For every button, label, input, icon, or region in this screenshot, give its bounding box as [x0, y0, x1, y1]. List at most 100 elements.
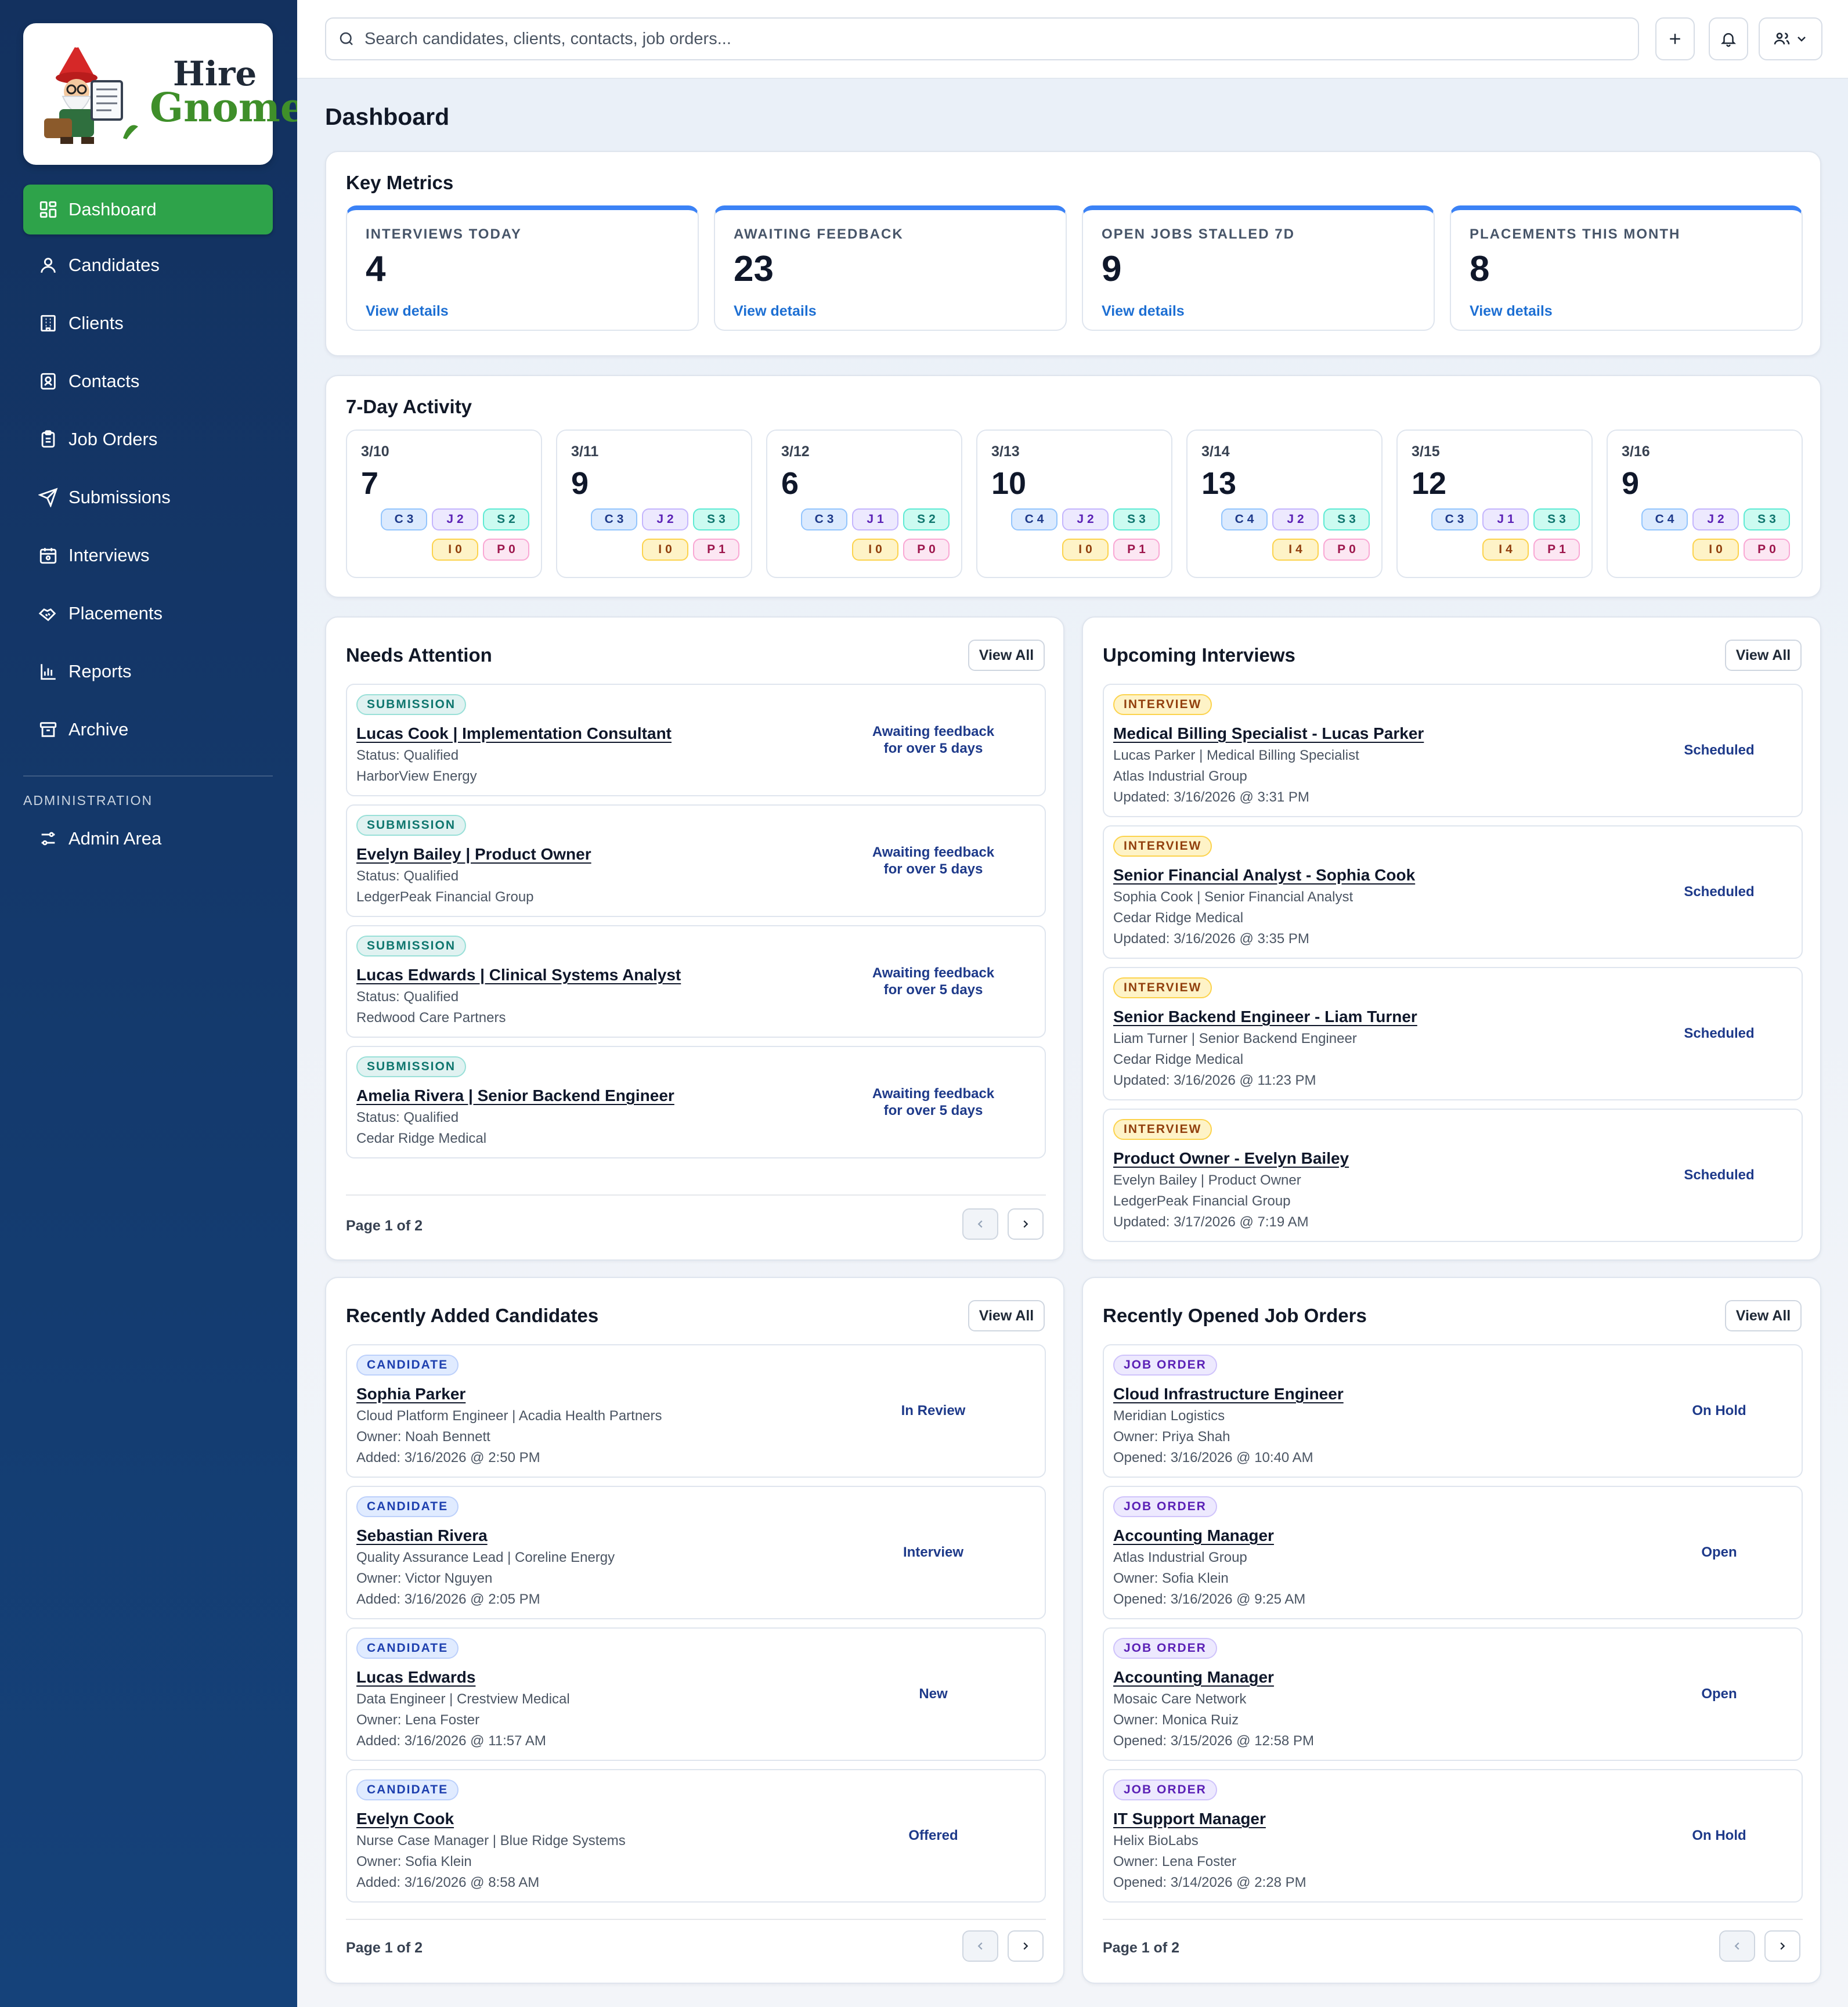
attention-item[interactable]: SUBMISSION Evelyn Bailey | Product Owner…	[346, 804, 1046, 917]
item-alert-status: Awaiting feedback for over 5 days	[872, 1086, 995, 1118]
candidates-chip: C3	[381, 508, 427, 530]
candidate-item[interactable]: CANDIDATE Lucas Edwards Data Engineer | …	[346, 1627, 1046, 1761]
candidate-item[interactable]: CANDIDATE Sophia Parker Cloud Platform E…	[346, 1344, 1046, 1478]
prev-page-button[interactable]	[962, 1208, 998, 1240]
item-status: Status: Qualified	[356, 748, 459, 763]
item-title-link[interactable]: Accounting Manager	[1113, 1526, 1274, 1544]
interview-item[interactable]: INTERVIEW Senior Backend Engineer - Liam…	[1103, 967, 1803, 1100]
day-date: 3/15	[1412, 443, 1440, 460]
key-metrics-panel: Key Metrics INTERVIEWS TODAY 4 View deta…	[325, 151, 1821, 356]
jobs-chip: J1	[852, 508, 898, 530]
interview-item[interactable]: INTERVIEW Product Owner - Evelyn Bailey …	[1103, 1109, 1803, 1242]
job-order-item[interactable]: JOB ORDER IT Support Manager Helix BioLa…	[1103, 1769, 1803, 1903]
chevron-down-icon	[1798, 37, 1806, 42]
metric-label: AWAITING FEEDBACK	[734, 226, 904, 242]
notifications-button[interactable]	[1709, 17, 1748, 60]
item-title-link[interactable]: IT Support Manager	[1113, 1810, 1266, 1828]
job-order-item[interactable]: JOB ORDER Accounting Manager Mosaic Care…	[1103, 1627, 1803, 1761]
candidates-chip: C3	[1431, 508, 1478, 530]
item-candidate-role: Sophia Cook | Senior Financial Analyst	[1113, 889, 1353, 905]
interview-item[interactable]: INTERVIEW Senior Financial Analyst - Sop…	[1103, 825, 1803, 959]
sidebar-item-clients[interactable]: Clients	[23, 298, 273, 348]
metric-card-placements-month[interactable]: PLACEMENTS THIS MONTH 8 View details	[1450, 205, 1803, 331]
sidebar-item-placements[interactable]: Placements	[23, 589, 273, 638]
sidebar-item-dashboard[interactable]: Dashboard	[23, 185, 273, 234]
prev-page-button[interactable]	[1719, 1930, 1755, 1962]
view-all-button[interactable]: View All	[968, 1300, 1045, 1331]
user-menu-button[interactable]	[1759, 17, 1822, 60]
sidebar-item-label: Job Orders	[68, 429, 158, 449]
item-title-link[interactable]: Evelyn Bailey | Product Owner	[356, 845, 591, 863]
view-details-link[interactable]: View details	[734, 303, 817, 319]
sidebar-item-contacts[interactable]: Contacts	[23, 356, 273, 406]
type-badge: CANDIDATE	[356, 1638, 459, 1659]
item-added: Added: 3/16/2026 @ 11:57 AM	[356, 1733, 546, 1749]
candidate-item[interactable]: CANDIDATE Sebastian Rivera Quality Assur…	[346, 1486, 1046, 1619]
item-title-link[interactable]: Lucas Cook | Implementation Consultant	[356, 724, 672, 742]
item-title-link[interactable]: Evelyn Cook	[356, 1810, 454, 1828]
item-title-link[interactable]: Medical Billing Specialist - Lucas Parke…	[1113, 724, 1424, 742]
job-order-item[interactable]: JOB ORDER Accounting Manager Atlas Indus…	[1103, 1486, 1803, 1619]
interview-item[interactable]: INTERVIEW Medical Billing Specialist - L…	[1103, 684, 1803, 817]
item-owner: Owner: Sofia Klein	[1113, 1571, 1229, 1586]
sidebar-item-submissions[interactable]: Submissions	[23, 472, 273, 522]
sidebar-item-interviews[interactable]: Interviews	[23, 530, 273, 580]
recent-job-orders-panel: Recently Opened Job Orders View All JOB …	[1082, 1277, 1821, 1984]
sidebar-item-label: Admin Area	[68, 828, 162, 849]
item-title-link[interactable]: Sophia Parker	[356, 1385, 466, 1403]
item-candidate-role: Lucas Parker | Medical Billing Specialis…	[1113, 748, 1359, 763]
item-title-link[interactable]: Sebastian Rivera	[356, 1526, 488, 1544]
global-search-input[interactable]: Search candidates, clients, contacts, jo…	[325, 17, 1639, 60]
type-badge: SUBMISSION	[356, 694, 467, 715]
item-title-link[interactable]: Senior Financial Analyst - Sophia Cook	[1113, 866, 1416, 884]
item-title-link[interactable]: Cloud Infrastructure Engineer	[1113, 1385, 1344, 1403]
users-icon	[1774, 33, 1790, 45]
recent-candidates-panel: Recently Added Candidates View All CANDI…	[325, 1277, 1064, 1984]
sidebar-item-job-orders[interactable]: Job Orders	[23, 414, 273, 464]
activity-day-card: 3/16 9 C4 J2 S3 I0 P0	[1607, 429, 1803, 578]
jobs-chip: J1	[1482, 508, 1529, 530]
sidebar-item-reports[interactable]: Reports	[23, 647, 273, 696]
item-client: LedgerPeak Financial Group	[1113, 1193, 1291, 1209]
placements-chip: P1	[693, 539, 739, 561]
metric-card-open-jobs-stalled[interactable]: OPEN JOBS STALLED 7D 9 View details	[1082, 205, 1435, 331]
pager-label: Page 1 of 2	[346, 1940, 423, 1956]
interviews-chip: I0	[852, 539, 898, 561]
item-title-link[interactable]: Lucas Edwards | Clinical Systems Analyst	[356, 966, 681, 984]
attention-item[interactable]: SUBMISSION Amelia Rivera | Senior Backen…	[346, 1046, 1046, 1158]
item-alert-status: Awaiting feedback for over 5 days	[872, 724, 995, 756]
candidate-item[interactable]: CANDIDATE Evelyn Cook Nurse Case Manager…	[346, 1769, 1046, 1903]
metric-card-interviews-today[interactable]: INTERVIEWS TODAY 4 View details	[346, 205, 699, 331]
attention-item[interactable]: SUBMISSION Lucas Cook | Implementation C…	[346, 684, 1046, 796]
day-date: 3/11	[571, 443, 599, 460]
sidebar-item-admin-area[interactable]: Admin Area	[23, 814, 273, 864]
item-candidate-role: Evelyn Bailey | Product Owner	[1113, 1172, 1301, 1188]
item-title-link[interactable]: Senior Backend Engineer - Liam Turner	[1113, 1008, 1417, 1026]
view-details-link[interactable]: View details	[1102, 303, 1185, 319]
next-page-button[interactable]	[1008, 1208, 1044, 1240]
view-all-button[interactable]: View All	[1725, 640, 1802, 671]
view-details-link[interactable]: View details	[1470, 303, 1553, 319]
metric-card-awaiting-feedback[interactable]: AWAITING FEEDBACK 23 View details	[714, 205, 1067, 331]
add-new-button[interactable]	[1655, 17, 1695, 60]
next-page-button[interactable]	[1764, 1930, 1800, 1962]
sidebar-item-label: Submissions	[68, 487, 171, 507]
submissions-chip: S3	[1744, 508, 1790, 530]
sidebar-item-label: Candidates	[68, 255, 160, 275]
item-title-link[interactable]: Product Owner - Evelyn Bailey	[1113, 1149, 1349, 1167]
sidebar-item-candidates[interactable]: Candidates	[23, 240, 273, 290]
brand-logo[interactable]: Hire Gnome	[23, 23, 305, 165]
item-title-link[interactable]: Amelia Rivera | Senior Backend Engineer	[356, 1086, 674, 1104]
sidebar-item-archive[interactable]: Archive	[23, 705, 273, 755]
view-details-link[interactable]: View details	[366, 303, 449, 319]
view-all-button[interactable]: View All	[1725, 1300, 1802, 1331]
next-page-button[interactable]	[1008, 1930, 1044, 1962]
attention-item[interactable]: SUBMISSION Lucas Edwards | Clinical Syst…	[346, 925, 1046, 1038]
prev-page-button[interactable]	[962, 1930, 998, 1962]
job-order-item[interactable]: JOB ORDER Cloud Infrastructure Engineer …	[1103, 1344, 1803, 1478]
sidebar-item-label: Reports	[68, 661, 132, 681]
item-status: Offered	[908, 1828, 958, 1843]
item-title-link[interactable]: Lucas Edwards	[356, 1668, 476, 1686]
view-all-button[interactable]: View All	[968, 640, 1045, 671]
item-title-link[interactable]: Accounting Manager	[1113, 1668, 1274, 1686]
